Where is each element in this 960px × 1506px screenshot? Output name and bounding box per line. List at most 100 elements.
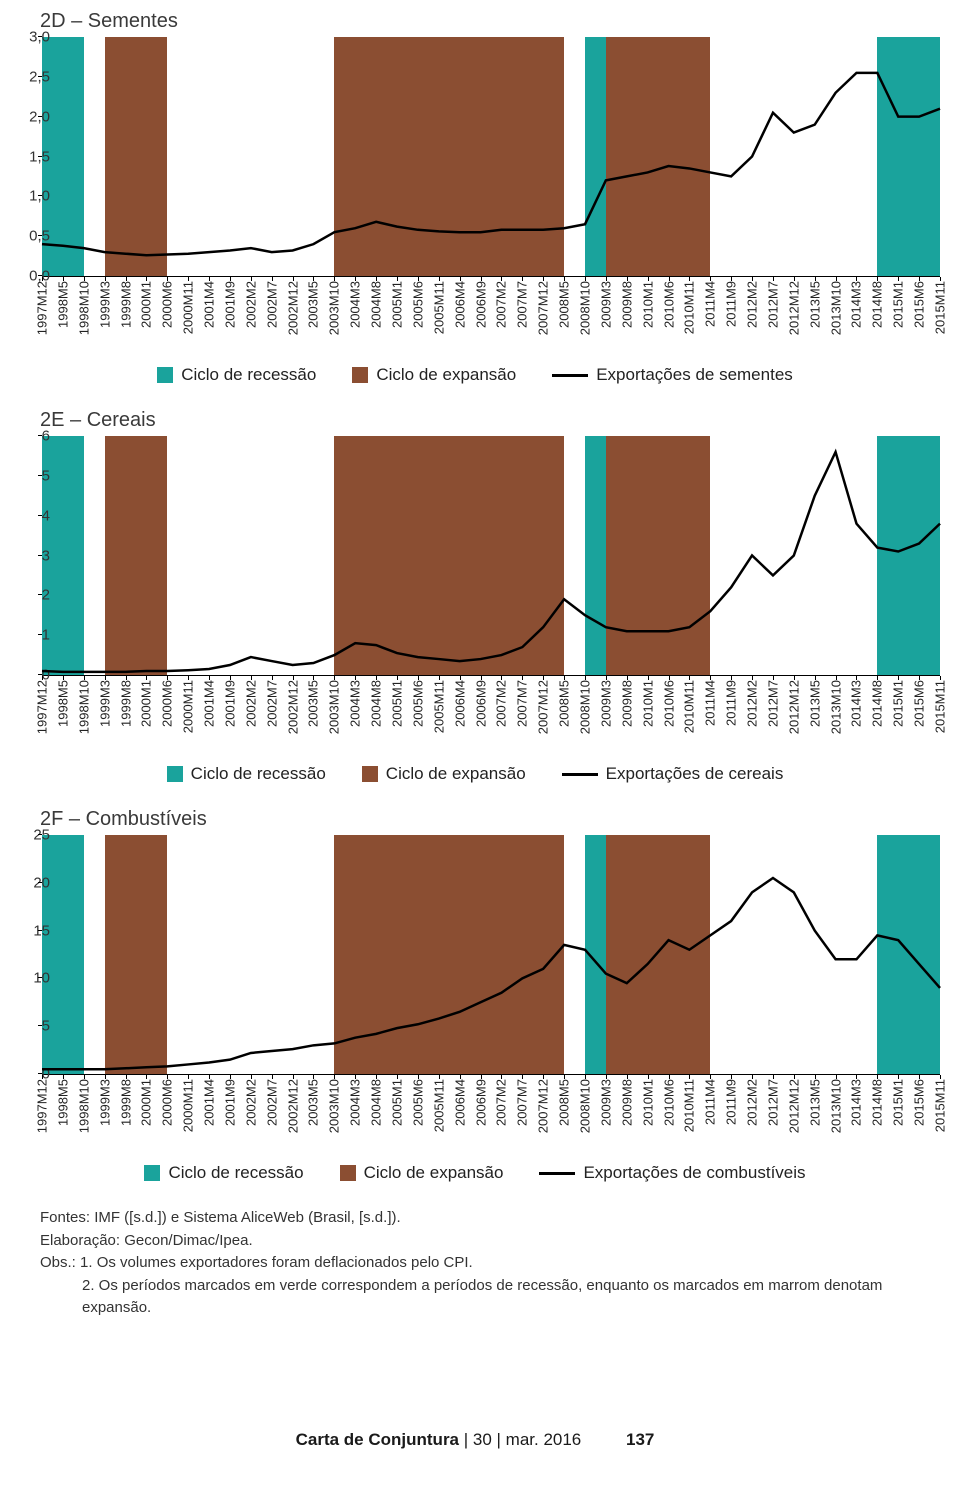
- series-2e: [42, 436, 940, 675]
- legend-label-recession: Ciclo de recessão: [181, 365, 316, 385]
- x-tick-label: 2011M9: [724, 281, 739, 327]
- swatch-line: [552, 374, 588, 377]
- x-tick-label: 2009M3: [598, 1079, 613, 1126]
- x-tick-label: 2010M11: [682, 281, 697, 334]
- x-tick-label: 2012M7: [765, 281, 780, 328]
- x-tick-label: 2013M10: [828, 1079, 843, 1133]
- x-tick-label: 1999M3: [97, 1079, 112, 1126]
- chart-2d: 2D – Sementes0,00,51,01,52,02,53,01997M1…: [10, 10, 940, 385]
- x-tick-label: 2008M10: [577, 680, 592, 734]
- x-tick-label: 2003M10: [327, 680, 342, 734]
- x-tick-label: 2007M12: [536, 281, 551, 335]
- x-tick-label: 2007M2: [494, 680, 509, 727]
- x-tick-label: 2015M6: [912, 1079, 927, 1126]
- chart-title-2e: 2E – Cereais: [40, 409, 940, 432]
- footnote-obs1: Obs.: 1. Os volumes exportadores foram d…: [40, 1252, 940, 1275]
- chart-title-2d: 2D – Sementes: [40, 10, 940, 33]
- x-tick-label: 2012M7: [765, 1079, 780, 1126]
- x-tick-label: 2014M3: [849, 1079, 864, 1126]
- legend-label-series: Exportações de sementes: [596, 365, 793, 385]
- x-tick-label: 2007M7: [515, 680, 530, 727]
- x-tick-label: 2000M6: [160, 281, 175, 328]
- series-2d: [42, 37, 940, 276]
- x-tick-label: 2005M6: [410, 680, 425, 727]
- legend-item-recession: Ciclo de recessão: [144, 1163, 303, 1183]
- x-tick-label: 2012M2: [745, 1079, 760, 1126]
- legend-label-series: Exportações de cereais: [606, 764, 784, 784]
- swatch-recession: [157, 367, 173, 383]
- x-tick-label: 2006M9: [473, 1079, 488, 1126]
- x-tick-label: 2007M2: [494, 1079, 509, 1126]
- x-tick-label: 2014M3: [849, 281, 864, 328]
- x-tick-label: 2001M4: [202, 1079, 217, 1126]
- x-tick-label: 2003M5: [306, 281, 321, 328]
- x-tick-label: 2011M4: [703, 281, 718, 327]
- x-tick-label: 2003M10: [327, 281, 342, 335]
- swatch-line: [562, 773, 598, 776]
- x-tick-label: 1999M3: [97, 680, 112, 727]
- x-tick-label: 2012M7: [765, 680, 780, 727]
- x-tick-label: 2012M12: [786, 680, 801, 734]
- x-tick-label: 2015M1: [891, 680, 906, 727]
- x-tick-label: 2013M10: [828, 680, 843, 734]
- swatch-line: [539, 1172, 575, 1175]
- x-tick-label: 2010M1: [640, 1079, 655, 1126]
- x-tick-label: 2005M1: [390, 680, 405, 727]
- x-tick-label: 2001M9: [222, 281, 237, 328]
- x-tick-label: 2008M5: [557, 281, 572, 328]
- x-tick-label: 2013M5: [807, 1079, 822, 1126]
- x-tick-label: 1999M8: [118, 281, 133, 328]
- x-tick-label: 2011M9: [724, 680, 739, 726]
- legend-2f: Ciclo de recessãoCiclo de expansãoExport…: [10, 1163, 940, 1183]
- x-tick-label: 2002M7: [264, 1079, 279, 1126]
- x-tick-label: 2010M6: [661, 1079, 676, 1126]
- x-tick-label: 2002M2: [243, 680, 258, 727]
- x-tick-label: 2009M3: [598, 281, 613, 328]
- x-tick-label: 2000M6: [160, 680, 175, 727]
- x-tick-label: 2009M3: [598, 680, 613, 727]
- legend-2e: Ciclo de recessãoCiclo de expansãoExport…: [10, 764, 940, 784]
- legend-label-expansion: Ciclo de expansão: [376, 365, 516, 385]
- x-tick-label: 2010M1: [640, 281, 655, 328]
- x-tick-label: 2015M1: [891, 1079, 906, 1126]
- x-tick-label: 2009M8: [619, 680, 634, 727]
- x-axis-2f: 1997M121998M51998M101999M31999M82000M120…: [42, 1075, 940, 1115]
- x-tick-label: 1999M3: [97, 281, 112, 328]
- x-tick-label: 2010M11: [682, 1079, 697, 1132]
- x-tick-label: 2011M4: [703, 1079, 718, 1125]
- swatch-recession: [167, 766, 183, 782]
- x-tick-label: 2003M10: [327, 1079, 342, 1133]
- legend-item-recession: Ciclo de recessão: [167, 764, 326, 784]
- chart-frame-2e: 01234561997M121998M51998M101999M31999M82…: [32, 436, 940, 716]
- x-tick-label: 2015M1: [891, 281, 906, 328]
- x-tick-label: 2001M9: [222, 1079, 237, 1126]
- x-tick-label: 1998M10: [76, 1079, 91, 1133]
- x-tick-label: 2002M2: [243, 281, 258, 328]
- x-tick-label: 2005M1: [390, 281, 405, 328]
- x-tick-label: 2006M4: [452, 680, 467, 727]
- x-tick-label: 2007M7: [515, 1079, 530, 1126]
- x-tick-label: 2010M11: [682, 680, 697, 733]
- footer-title: Carta de Conjuntura: [296, 1430, 459, 1449]
- x-tick-label: 2000M1: [139, 1079, 154, 1126]
- x-tick-label: 2007M7: [515, 281, 530, 328]
- x-tick-label: 2002M12: [285, 680, 300, 734]
- chart-2f: 2F – Combustíveis05101520251997M121998M5…: [10, 808, 940, 1183]
- legend-item-expansion: Ciclo de expansão: [352, 365, 516, 385]
- x-tick-label: 1999M8: [118, 680, 133, 727]
- legend-item-series: Exportações de combustíveis: [539, 1163, 805, 1183]
- x-tick-label: 2012M2: [745, 680, 760, 727]
- x-tick-label: 2014M3: [849, 680, 864, 727]
- x-tick-label: 2014M8: [870, 680, 885, 727]
- x-tick-label: 2008M5: [557, 1079, 572, 1126]
- x-tick-label: 2006M9: [473, 680, 488, 727]
- x-tick-label: 2015M6: [912, 281, 927, 328]
- x-tick-label: 2015M11: [933, 281, 948, 334]
- x-tick-label: 2001M9: [222, 680, 237, 727]
- x-tick-label: 2004M3: [348, 680, 363, 727]
- x-tick-label: 2002M7: [264, 680, 279, 727]
- x-tick-label: 2005M6: [410, 281, 425, 328]
- plot-area-2d: 0,00,51,01,52,02,53,0: [42, 37, 940, 277]
- x-tick-label: 2011M4: [703, 680, 718, 726]
- legend-label-recession: Ciclo de recessão: [191, 764, 326, 784]
